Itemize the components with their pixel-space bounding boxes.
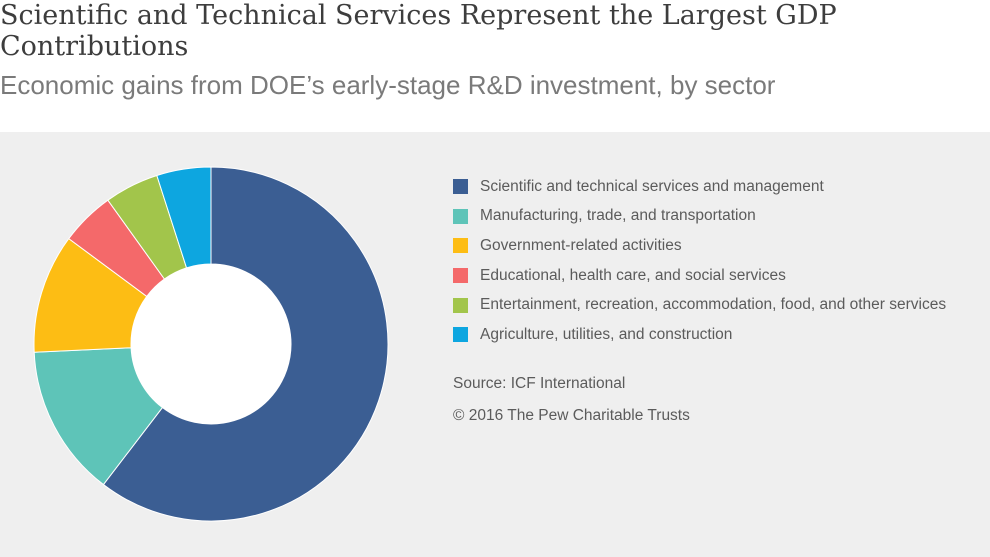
legend-label: Agriculture, utilities, and construction (480, 325, 733, 343)
legend-swatch (453, 268, 468, 284)
legend-swatch (453, 208, 468, 224)
legend-item: Manufacturing, trade, and transportation (453, 202, 946, 232)
legend-label: Government-related activities (480, 236, 682, 254)
source-note: Source: ICF International (453, 375, 626, 392)
legend-swatch (453, 297, 468, 313)
legend-item: Entertainment, recreation, accommodation… (453, 290, 946, 320)
donut-hole (131, 264, 291, 424)
legend-item: Agriculture, utilities, and construction (453, 320, 946, 350)
chart-panel: Scientific and technical services and ma… (0, 132, 990, 557)
legend-item: Government-related activities (453, 231, 946, 261)
chart-title: Scientific and Technical Services Repres… (0, 0, 837, 62)
legend: Scientific and technical services and ma… (453, 172, 946, 350)
legend-label: Entertainment, recreation, accommodation… (480, 296, 947, 314)
legend-swatch (453, 179, 468, 195)
legend-label: Educational, health care, and social ser… (480, 266, 786, 284)
legend-item: Scientific and technical services and ma… (453, 172, 946, 202)
legend-label: Scientific and technical services and ma… (480, 177, 824, 195)
donut-chart (33, 166, 389, 522)
legend-swatch (453, 327, 468, 343)
legend-item: Educational, health care, and social ser… (453, 261, 946, 291)
chart-subtitle: Economic gains from DOE’s early-stage R&… (0, 70, 776, 100)
copyright-note: © 2016 The Pew Charitable Trusts (453, 407, 690, 424)
legend-label: Manufacturing, trade, and transportation (480, 207, 756, 225)
donut-slice-scientific (102, 166, 389, 522)
legend-swatch (453, 238, 468, 254)
